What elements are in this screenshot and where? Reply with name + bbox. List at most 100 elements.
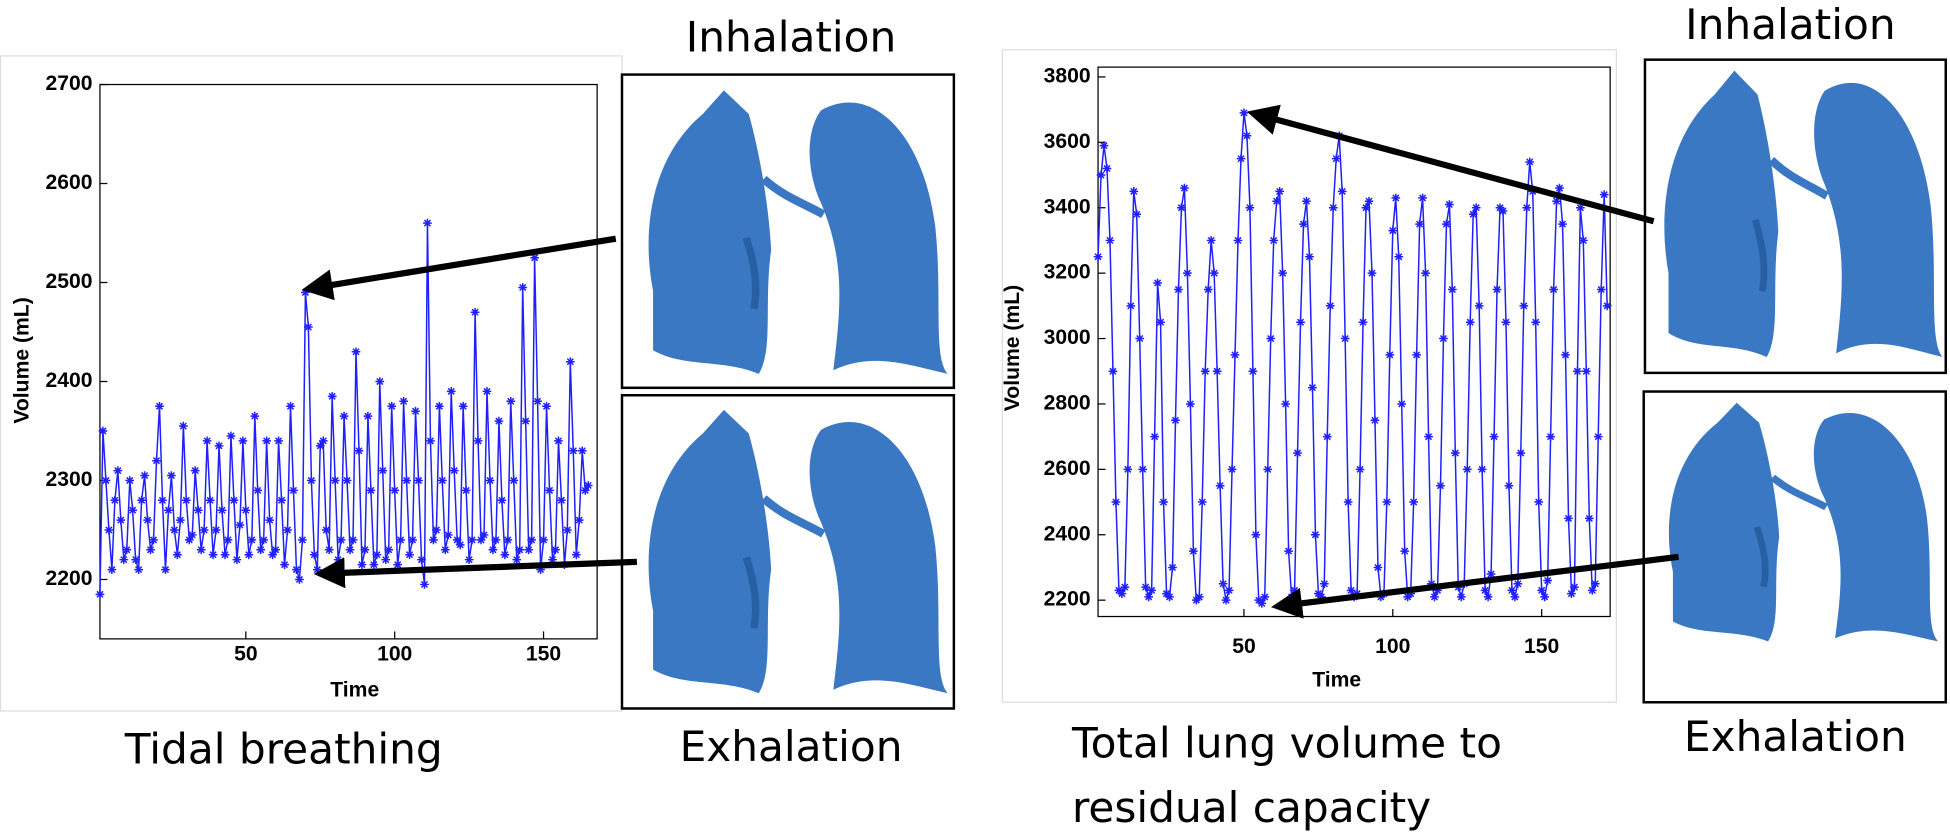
data-point xyxy=(473,436,483,446)
data-point xyxy=(214,441,224,451)
data-point xyxy=(1403,592,1413,602)
data-point xyxy=(1549,285,1558,294)
data-point xyxy=(1239,108,1249,118)
x-tick-label: 50 xyxy=(234,643,258,666)
data-point xyxy=(167,471,176,480)
data-point xyxy=(235,520,245,530)
data-point xyxy=(1373,563,1383,572)
data-point xyxy=(1590,579,1600,589)
data-point xyxy=(1581,366,1591,376)
chart-frame xyxy=(1001,49,1617,703)
data-point xyxy=(1418,193,1427,203)
data-point xyxy=(1093,252,1103,262)
data-point xyxy=(1519,301,1529,311)
data-point xyxy=(485,476,495,485)
data-point xyxy=(509,476,519,485)
data-point xyxy=(1177,203,1186,213)
data-point xyxy=(1507,585,1517,595)
data-point xyxy=(134,565,144,574)
data-point xyxy=(1436,481,1445,491)
data-point xyxy=(1257,599,1267,608)
data-point xyxy=(107,565,117,574)
data-point xyxy=(366,486,376,495)
data-point xyxy=(1278,268,1287,278)
data-point xyxy=(1272,196,1282,206)
data-point xyxy=(455,540,465,550)
data-point xyxy=(1296,317,1305,327)
data-point xyxy=(110,495,120,505)
data-point xyxy=(247,535,257,545)
data-point xyxy=(1102,164,1112,173)
data-point xyxy=(503,535,513,545)
data-point xyxy=(1260,592,1270,602)
data-point xyxy=(339,411,349,421)
y-tick-label: 2800 xyxy=(1044,392,1091,415)
annotation: Inhalation xyxy=(1685,0,1895,49)
data-point xyxy=(452,535,462,545)
data-point xyxy=(1376,592,1386,602)
data-point xyxy=(1340,334,1350,343)
data-point xyxy=(583,481,593,490)
data-point xyxy=(1596,285,1606,294)
data-point xyxy=(518,283,528,292)
data-point xyxy=(1245,203,1255,213)
data-point xyxy=(1400,546,1410,556)
data-point xyxy=(1224,585,1234,595)
data-point xyxy=(193,505,203,515)
data-point xyxy=(128,505,138,515)
data-point xyxy=(1576,203,1585,213)
data-point xyxy=(372,550,382,560)
data-point xyxy=(184,535,194,545)
data-point xyxy=(491,535,501,545)
data-point xyxy=(161,565,170,574)
data-point xyxy=(1599,190,1609,200)
data-point xyxy=(1221,595,1231,605)
data-point xyxy=(1248,366,1258,376)
data-point xyxy=(530,253,539,263)
data-point xyxy=(1183,268,1192,278)
data-point xyxy=(1579,236,1588,245)
data-point xyxy=(464,555,474,565)
data-point xyxy=(304,322,313,332)
data-point xyxy=(1543,576,1552,585)
data-point xyxy=(369,560,379,569)
data-point xyxy=(1251,530,1261,540)
data-point xyxy=(1186,399,1195,409)
data-point xyxy=(196,545,206,555)
data-point xyxy=(137,495,146,505)
data-point xyxy=(357,560,367,569)
data-point xyxy=(482,387,492,396)
x-axis-label: Time xyxy=(330,679,379,702)
data-point xyxy=(488,545,498,555)
data-point xyxy=(286,401,295,411)
data-point xyxy=(1099,141,1109,150)
data-point xyxy=(345,545,355,555)
data-point xyxy=(1153,278,1162,288)
y-tick-label: 2700 xyxy=(45,72,92,95)
data-point xyxy=(333,555,343,565)
data-point xyxy=(360,545,370,555)
arrow xyxy=(1246,104,1655,225)
data-point xyxy=(342,476,352,485)
data-point xyxy=(1254,595,1264,605)
y-tick-label: 2200 xyxy=(45,567,92,590)
data-point xyxy=(146,545,155,555)
data-point xyxy=(158,495,167,505)
data-point xyxy=(262,436,272,446)
data-point xyxy=(1370,415,1380,425)
data-point xyxy=(1584,514,1594,523)
data-point xyxy=(434,401,444,411)
data-point xyxy=(1215,481,1225,491)
data-point xyxy=(1302,196,1311,206)
data-point xyxy=(1108,366,1118,376)
data-point xyxy=(446,387,456,396)
data-point xyxy=(1602,301,1612,311)
y-tick-label: 2300 xyxy=(45,468,92,491)
data-point xyxy=(1305,252,1314,262)
data-point xyxy=(1421,268,1430,278)
data-point xyxy=(479,530,489,540)
data-point xyxy=(363,411,373,421)
data-point xyxy=(1132,209,1142,219)
data-point xyxy=(1227,465,1237,474)
data-point xyxy=(551,545,560,555)
